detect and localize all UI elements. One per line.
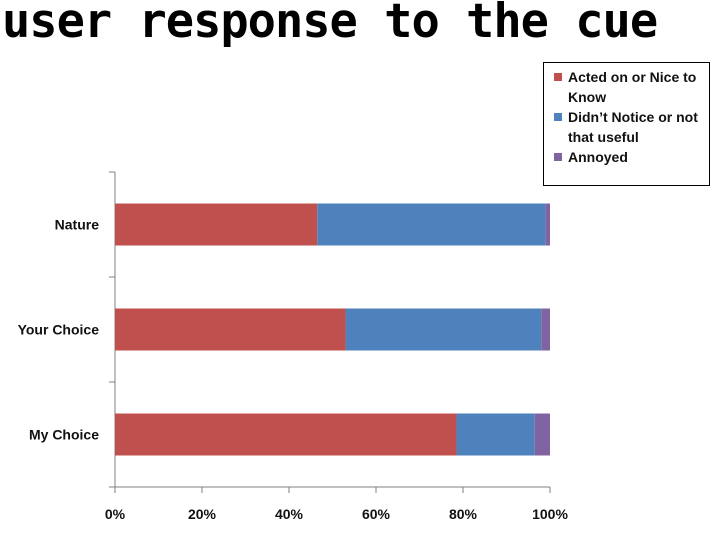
x-tick-label: 60% (362, 506, 391, 522)
legend-label-annoyed: Annoyed (568, 149, 628, 165)
legend-swatch-acted-on (554, 73, 562, 81)
bar-your-choice-acted-on-or-nice-to-know (115, 308, 346, 351)
legend-label-acted-on: Acted on or Nice to Know (568, 69, 697, 105)
bar-your-choice-annoyed (541, 308, 550, 351)
legend-swatch-annoyed (554, 153, 562, 161)
bar-nature-didn-t-notice-or-not-that-useful (317, 203, 546, 246)
bar-nature-acted-on-or-nice-to-know (115, 203, 318, 246)
legend-item-didnt-notice: Didn’t Notice or not that useful (554, 107, 703, 147)
x-tick-label: 100% (532, 506, 568, 522)
chart-legend: Acted on or Nice to Know Didn’t Notice o… (543, 62, 710, 186)
legend-label-didnt-notice: Didn’t Notice or not that useful (568, 109, 698, 145)
legend-swatch-didnt-notice (554, 113, 562, 121)
category-label: Your Choice (18, 322, 100, 338)
bar-my-choice-acted-on-or-nice-to-know (115, 413, 457, 456)
legend-item-annoyed: Annoyed (554, 147, 703, 167)
category-label: My Choice (29, 427, 99, 443)
bar-nature-annoyed (545, 203, 550, 246)
category-label: Nature (55, 217, 100, 233)
bar-my-choice-annoyed (534, 413, 550, 456)
legend-item-acted-on: Acted on or Nice to Know (554, 67, 703, 107)
x-tick-label: 0% (105, 506, 126, 522)
slide-title: user response to the cue (2, 0, 658, 49)
x-tick-label: 40% (275, 506, 304, 522)
x-tick-label: 20% (188, 506, 217, 522)
x-tick-label: 80% (449, 506, 478, 522)
bar-my-choice-didn-t-notice-or-not-that-useful (456, 413, 535, 456)
bar-your-choice-didn-t-notice-or-not-that-useful (345, 308, 542, 351)
